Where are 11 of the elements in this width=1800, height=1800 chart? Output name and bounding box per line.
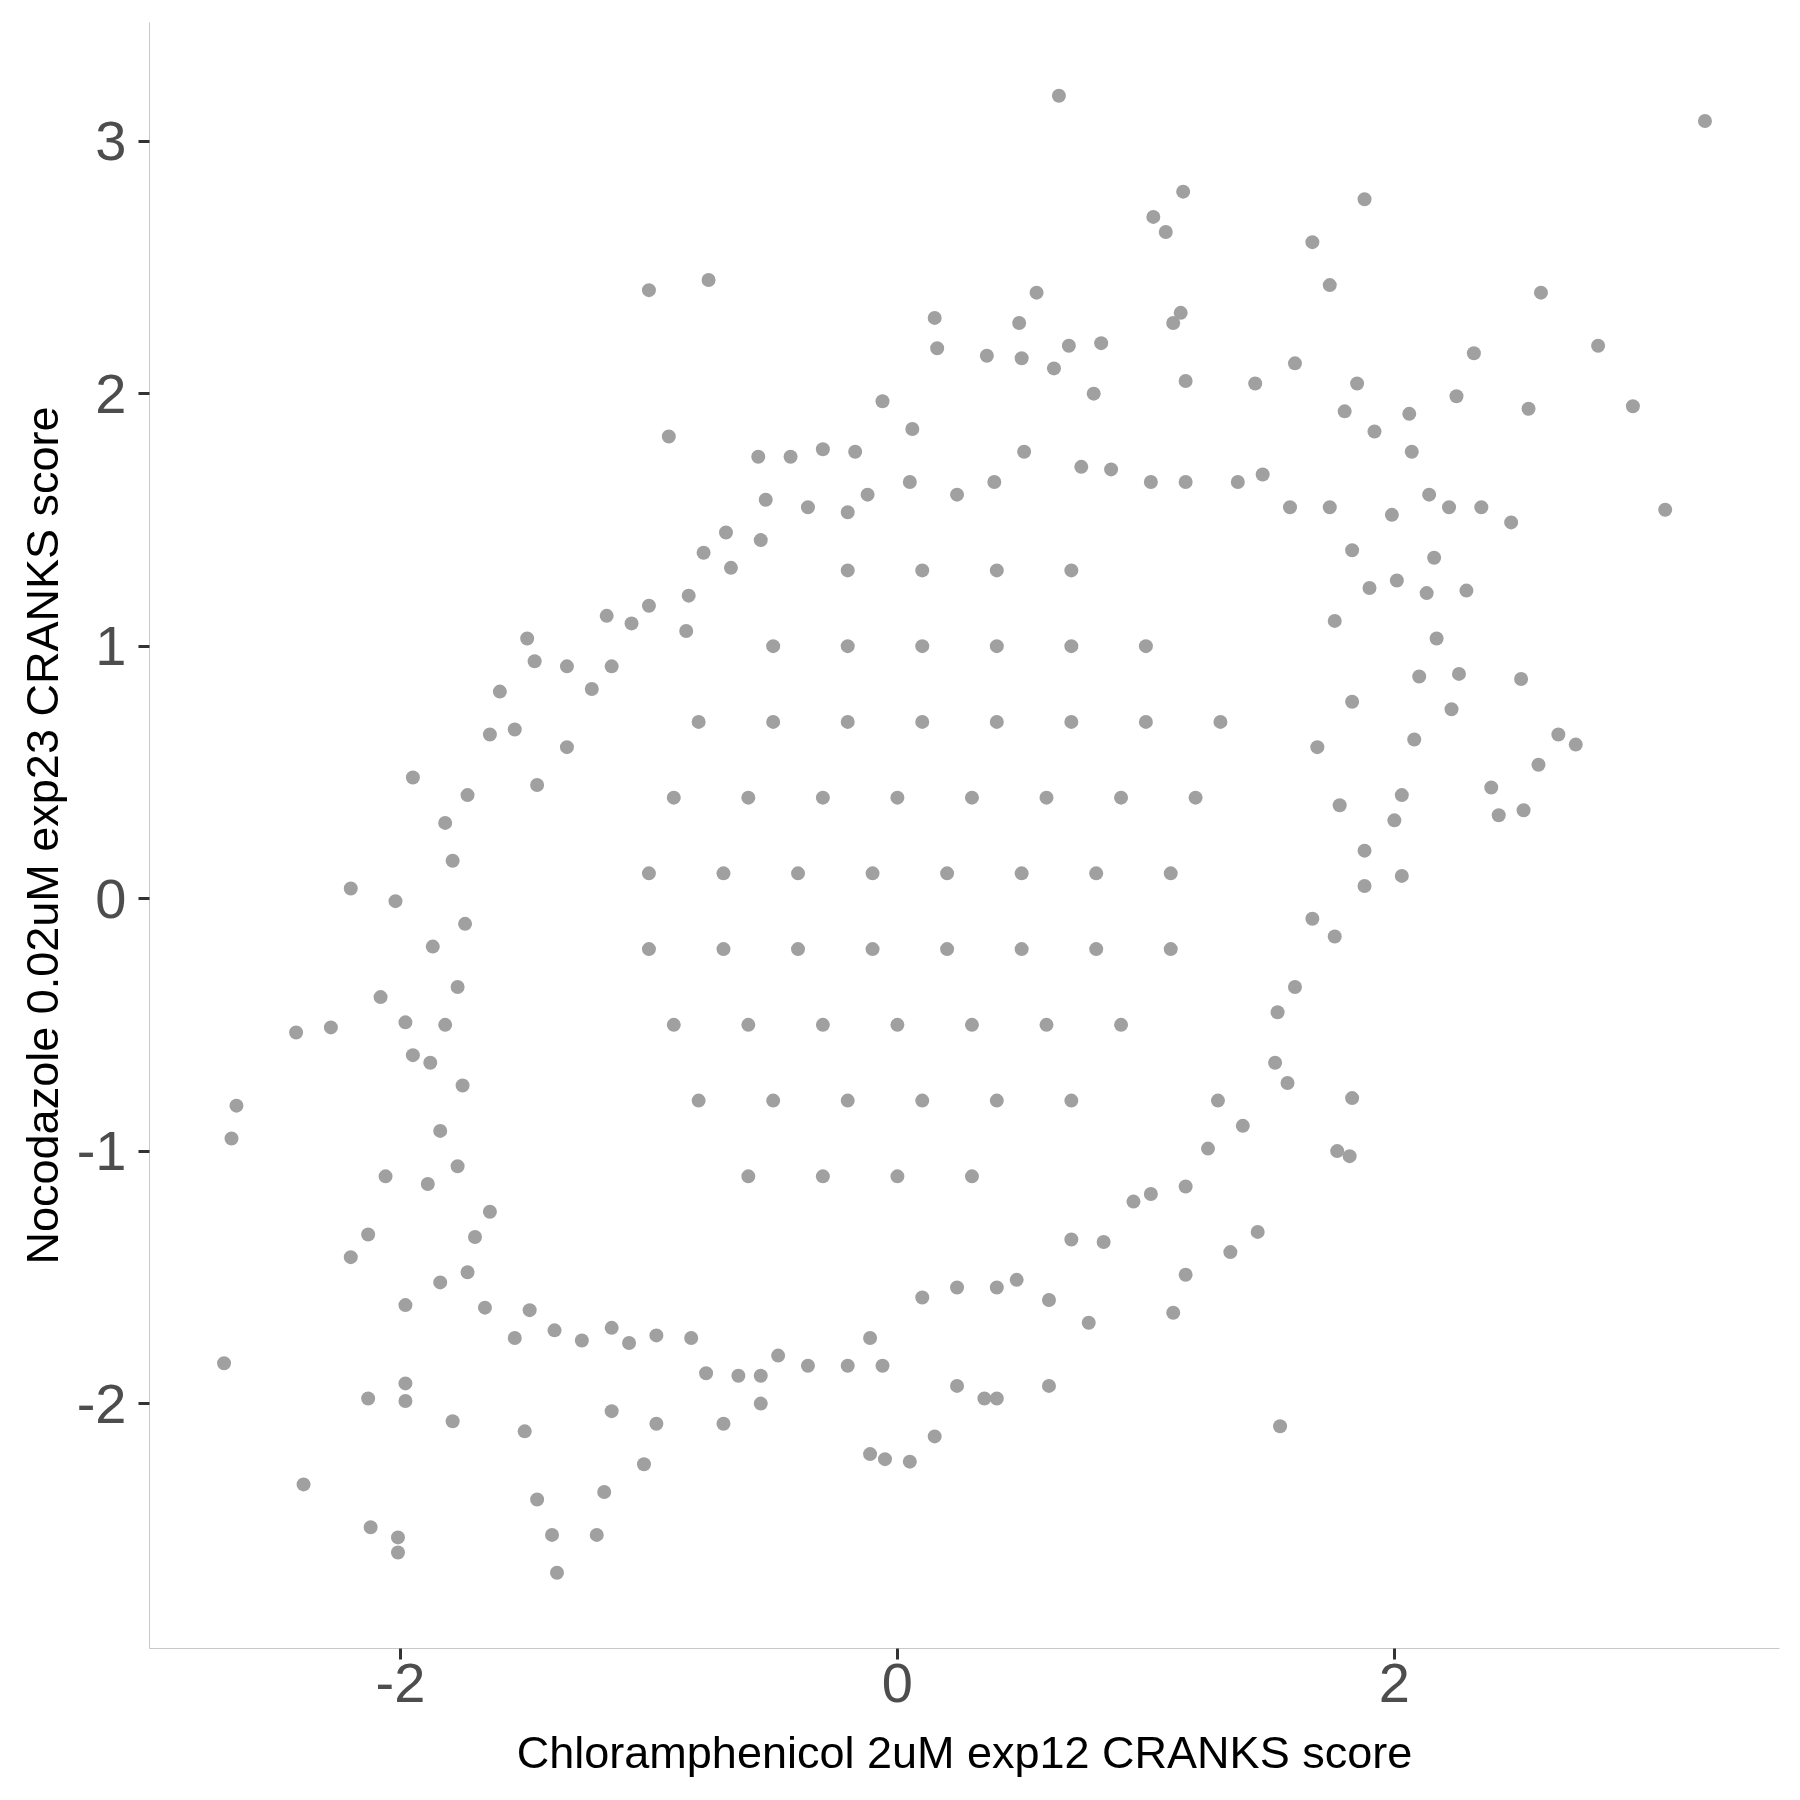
y-tick-label: -2	[76, 1371, 127, 1435]
y-tick-label: 1	[95, 614, 127, 678]
x-tick-label: 0	[881, 1650, 913, 1714]
x-tick-label: -2	[375, 1650, 426, 1714]
x-axis-title: Chloramphenicol 2uM exp12 CRANKS score	[516, 1726, 1413, 1778]
y-tick-label: 3	[95, 109, 127, 173]
x-tick-label: 2	[1378, 1650, 1410, 1714]
y-tick-label: 2	[95, 361, 127, 425]
y-tick-label: -1	[76, 1119, 127, 1183]
y-axis-title: Nocodazole 0.02uM exp23 CRANKS score	[16, 406, 68, 1265]
y-tick-label: 0	[95, 866, 127, 930]
